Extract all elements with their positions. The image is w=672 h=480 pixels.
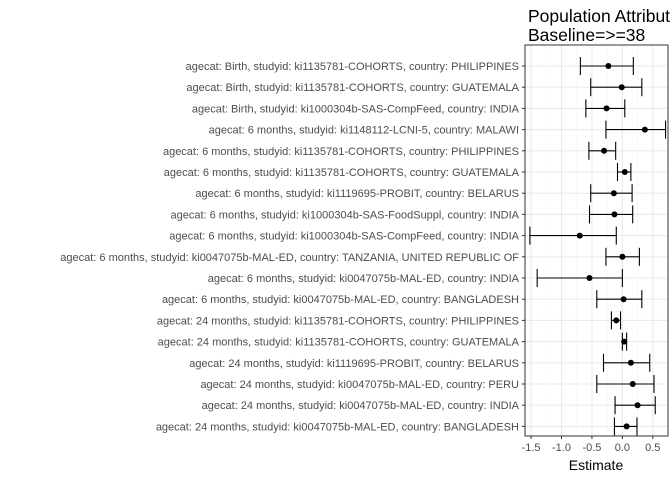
error-bars — [529, 57, 667, 436]
row-label: agecat: 6 months, studyid: ki0047075b-MA… — [208, 273, 520, 285]
row-label: agecat: 24 months, studyid: ki1119695-PR… — [189, 358, 519, 370]
row-label: agecat: Birth, studyid: ki1135781-COHORT… — [186, 61, 519, 73]
estimate-point — [627, 359, 634, 366]
row-label: agecat: 6 months, studyid: ki1119695-PRO… — [195, 188, 519, 200]
chart-title-line-1: Population Attribut — [528, 6, 670, 26]
row-label: agecat: 24 months, studyid: ki1135781-CO… — [157, 315, 519, 327]
x-tick-label: -0.5 — [582, 442, 601, 454]
row-labels: agecat: Birth, studyid: ki1135781-COHORT… — [60, 61, 525, 433]
chart-title-line-2: Baseline=>=38 — [528, 25, 645, 45]
row-label: agecat: 6 months, studyid: ki0047075b-MA… — [162, 294, 519, 306]
estimate-point — [601, 147, 608, 154]
estimate-point — [613, 317, 620, 324]
row-label: agecat: 6 months, studyid: ki1135781-COH… — [164, 167, 520, 179]
row-label: agecat: 6 months, studyid: ki1000304b-SA… — [169, 231, 519, 243]
row-label: agecat: 6 months, studyid: ki1000304b-SA… — [170, 209, 519, 221]
x-axis-ticks: -1.5 -1.0 -0.5 0.0 0.5 — [522, 436, 660, 454]
row-label: agecat: 24 months, studyid: ki0047075b-M… — [200, 379, 519, 391]
x-tick-label: 0.5 — [645, 442, 660, 454]
estimate-point — [623, 423, 630, 430]
estimate-point — [621, 169, 628, 175]
plot-panel-border — [524, 44, 669, 437]
row-label: agecat: 24 months, studyid: ki1135781-CO… — [158, 337, 520, 349]
row-label: agecat: 24 months, studyid: ki0047075b-M… — [156, 421, 519, 433]
row-label: agecat: 6 months, studyid: ki0047075b-MA… — [60, 252, 519, 264]
estimate-point — [641, 126, 648, 133]
estimate-point — [634, 402, 641, 409]
estimate-point — [610, 190, 617, 197]
x-axis-title: Estimate — [569, 457, 624, 473]
row-label: agecat: 6 months, studyid: ki1135781-COH… — [163, 146, 519, 158]
x-tick-label: -1.0 — [552, 442, 571, 454]
x-tick-label: -1.5 — [522, 442, 541, 454]
x-tick-label: 0.0 — [615, 442, 630, 454]
row-label: agecat: 24 months, studyid: ki0047075b-M… — [202, 400, 520, 412]
estimate-point — [605, 63, 612, 69]
estimate-point — [603, 105, 610, 112]
estimate-points — [576, 63, 648, 430]
estimate-point — [618, 84, 625, 91]
row-label: agecat: 6 months, studyid: ki1148112-LCN… — [209, 125, 519, 137]
estimate-point — [619, 253, 626, 260]
row-label: agecat: Birth, studyid: ki1000304b-SAS-C… — [192, 103, 520, 115]
estimate-point — [611, 211, 618, 218]
estimate-point — [586, 275, 593, 281]
estimate-point — [629, 381, 636, 387]
estimate-point — [576, 232, 583, 239]
row-label: agecat: Birth, studyid: ki1135781-COHORT… — [186, 82, 519, 94]
estimate-point — [621, 338, 628, 345]
estimate-point — [620, 296, 627, 303]
